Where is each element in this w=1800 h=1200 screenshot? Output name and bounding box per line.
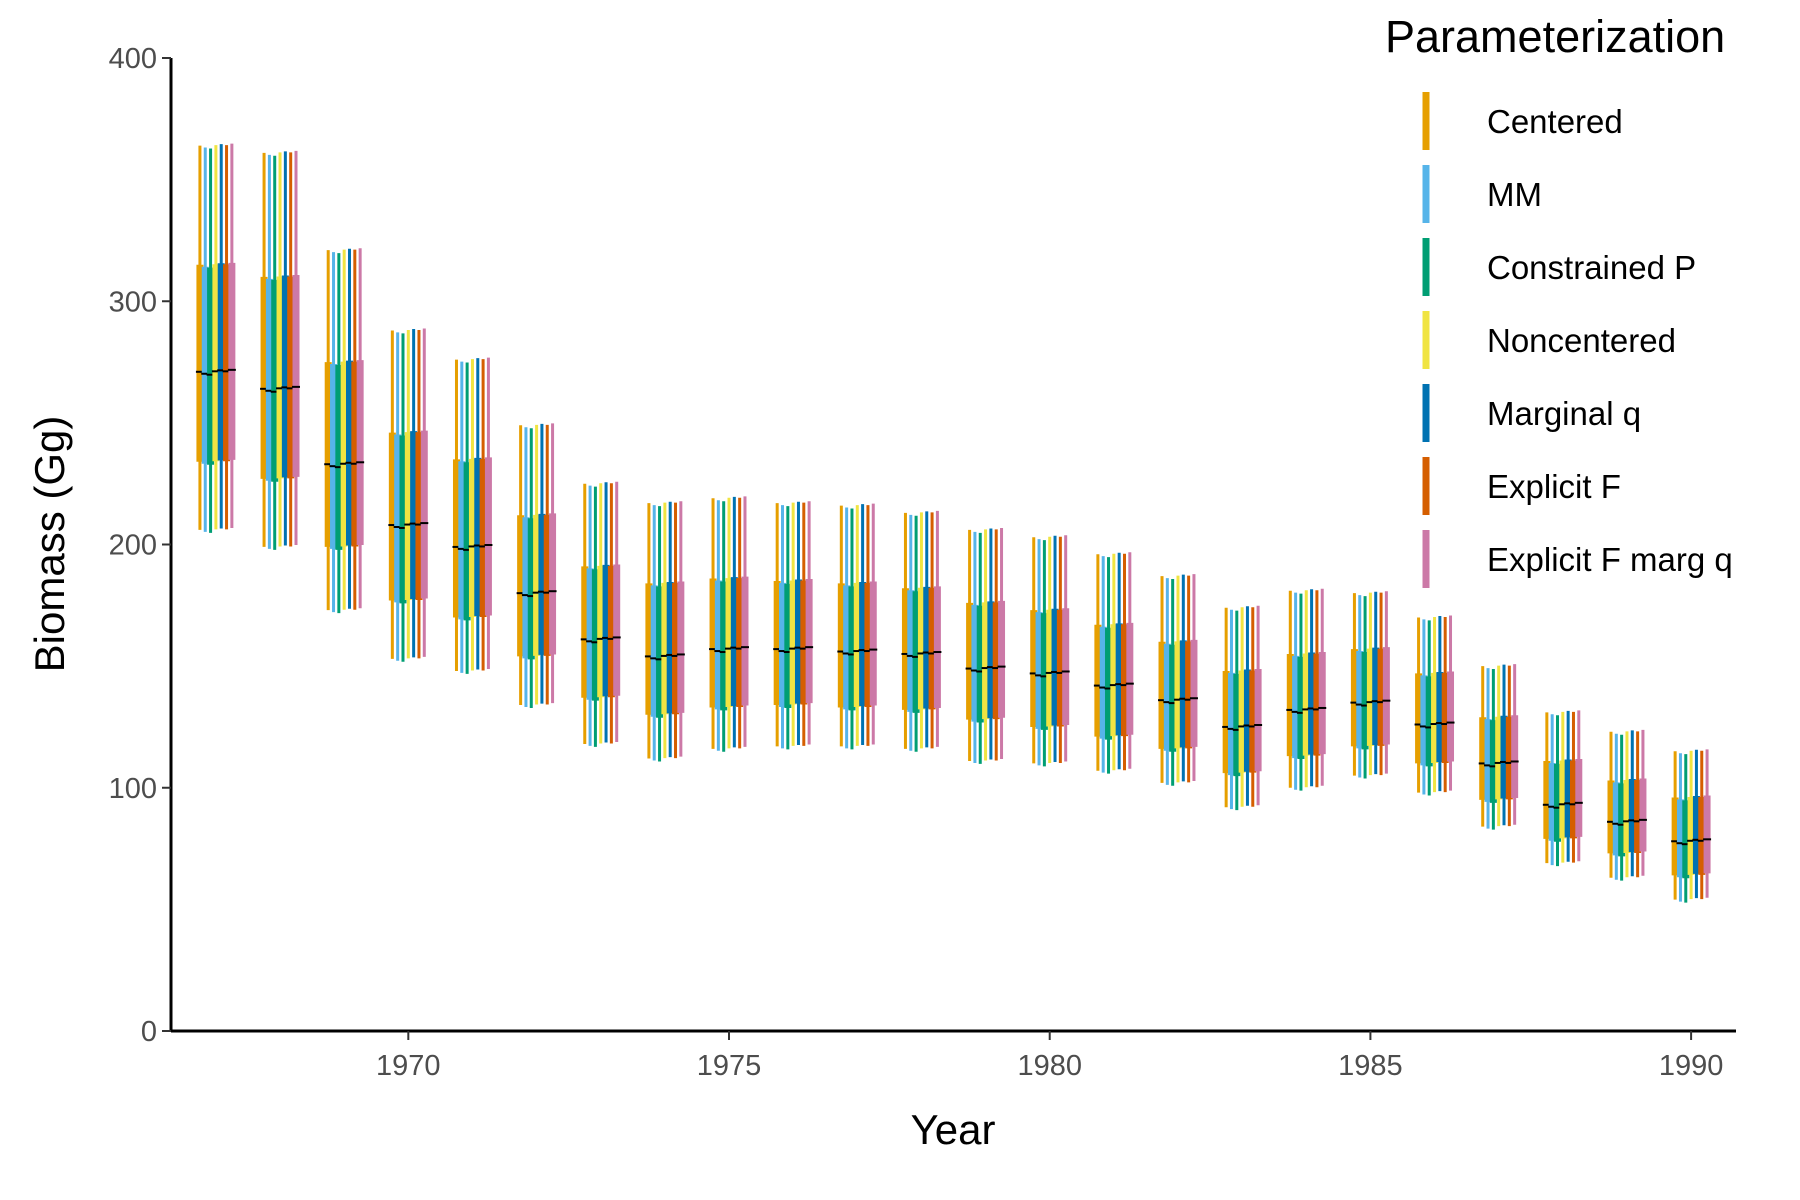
x-tick-label: 1970 <box>376 1050 441 1082</box>
legend-label: Explicit F <box>1487 468 1621 505</box>
y-tick-label: 0 <box>141 1016 157 1048</box>
legend-label: MM <box>1487 176 1542 213</box>
x-ticks: 1970 1975 1980 1985 1990 <box>376 1031 1723 1082</box>
y-tick-label: 300 <box>109 286 157 318</box>
legend-label: Constrained P <box>1487 249 1696 286</box>
y-tick-label: 100 <box>109 773 157 805</box>
y-axis-title: Biomass (Gg) <box>26 416 73 673</box>
legend-title: Parameterization <box>1385 11 1725 62</box>
x-axis-title: Year <box>911 1106 996 1153</box>
legend-label: Noncentered <box>1487 322 1676 359</box>
x-tick-label: 1980 <box>1017 1050 1082 1082</box>
x-tick-label: 1975 <box>697 1050 762 1082</box>
y-tick-label: 400 <box>109 43 157 75</box>
legend-items: Centered MM Constrained P Noncentered Margin… <box>1422 92 1733 588</box>
x-tick-label: 1990 <box>1659 1050 1724 1082</box>
x-tick-label: 1985 <box>1338 1050 1403 1082</box>
y-ticks: 0 100 200 300 400 <box>109 43 171 1048</box>
plot-marks <box>195 143 1712 903</box>
legend-label: Centered <box>1487 103 1623 140</box>
legend-label: Marginal q <box>1487 395 1641 432</box>
legend: Parameterization Centered MM Constrained P… <box>1385 11 1733 588</box>
legend-label: Explicit F marg q <box>1487 541 1733 578</box>
y-tick-label: 200 <box>109 530 157 562</box>
